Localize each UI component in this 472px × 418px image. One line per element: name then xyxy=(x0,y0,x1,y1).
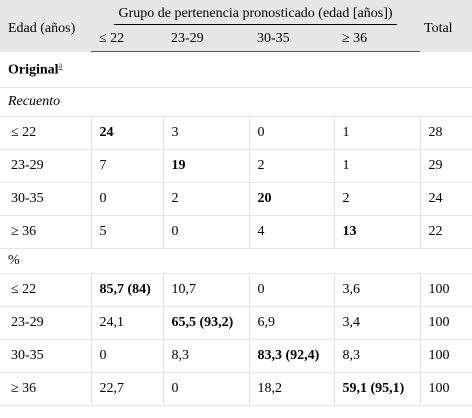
percent-cell: 0 xyxy=(91,339,164,373)
row-age-label: ≤ 22 xyxy=(0,273,92,307)
section-title-cell: Originala xyxy=(0,51,472,88)
percent-cell: 65,5 (93,2) xyxy=(163,306,250,340)
percent-row: ≥ 36 22,7 0 18,2 59,1 (95,1) 100 xyxy=(0,372,472,406)
count-cell: 4 xyxy=(249,215,335,249)
count-cell: 1 xyxy=(334,116,421,150)
count-row: ≤ 22 24 3 0 1 28 xyxy=(0,116,472,150)
count-cell: 0 xyxy=(91,182,164,216)
footnote-link[interactable]: a xyxy=(58,60,63,71)
percent-cell-diagonal: 65,5 (93,2) xyxy=(171,315,234,330)
percent-cell: 0 xyxy=(249,273,335,307)
group-header-23-29: 23-29 xyxy=(163,26,249,52)
group-column-header: Grupo de pertenencia pronosticado (edad … xyxy=(91,0,420,26)
group-header-30-35: 30-35 xyxy=(249,26,334,52)
count-total-cell: 28 xyxy=(420,116,472,150)
percent-cell: 24,1 xyxy=(91,306,164,340)
percent-cell-diagonal: 83,3 (92,4) xyxy=(257,348,320,363)
table-body: Originala Recuento ≤ 22 24 3 0 1 28 23-29 7 19 2 1… xyxy=(0,51,472,406)
classification-table: Edad (años) Grupo de pertenencia pronost… xyxy=(0,0,472,406)
percent-total-cell: 100 xyxy=(420,306,472,340)
count-cell: 2 xyxy=(334,182,421,216)
percent-label-row: % xyxy=(0,248,472,274)
percent-total-cell: 100 xyxy=(420,273,472,307)
age-column-header: Edad (años) xyxy=(0,0,91,52)
count-cell: 2 xyxy=(249,149,335,183)
count-cell-diagonal: 19 xyxy=(171,158,186,173)
percent-label: % xyxy=(0,248,472,274)
count-cell: 13 xyxy=(334,215,421,249)
count-cell: 3 xyxy=(163,116,250,150)
table-header: Edad (años) Grupo de pertenencia pronost… xyxy=(0,0,472,52)
group-header-le22: ≤ 22 xyxy=(91,26,163,52)
percent-cell: 8,3 xyxy=(334,339,421,373)
row-age-label: ≥ 36 xyxy=(0,372,92,406)
count-total-cell: 22 xyxy=(420,215,472,249)
group-header-ge36: ≥ 36 xyxy=(334,26,420,52)
count-label-row: Recuento xyxy=(0,87,472,117)
percent-cell: 0 xyxy=(163,372,250,406)
percent-cell: 59,1 (95,1) xyxy=(334,372,421,406)
count-row: 23-29 7 19 2 1 29 xyxy=(0,149,472,183)
row-age-label: ≥ 36 xyxy=(0,215,92,249)
count-cell-diagonal: 13 xyxy=(342,224,357,239)
count-cell-diagonal: 24 xyxy=(99,125,114,140)
count-cell: 24 xyxy=(91,116,164,150)
count-cell-diagonal: 20 xyxy=(257,191,272,206)
count-cell: 20 xyxy=(249,182,335,216)
percent-cell-diagonal: 85,7 (84) xyxy=(99,282,151,297)
percent-row: ≤ 22 85,7 (84) 10,7 0 3,6 100 xyxy=(0,273,472,307)
percent-cell: 85,7 (84) xyxy=(91,273,164,307)
percent-cell: 83,3 (92,4) xyxy=(249,339,335,373)
count-cell: 5 xyxy=(91,215,164,249)
row-age-label: 23-29 xyxy=(0,149,92,183)
percent-row: 23-29 24,1 65,5 (93,2) 6,9 3,4 100 xyxy=(0,306,472,340)
percent-cell: 10,7 xyxy=(163,273,250,307)
count-cell: 2 xyxy=(163,182,250,216)
count-cell: 7 xyxy=(91,149,164,183)
count-cell: 19 xyxy=(163,149,250,183)
count-cell: 0 xyxy=(249,116,335,150)
count-row: ≥ 36 5 0 4 13 22 xyxy=(0,215,472,249)
row-age-label: 30-35 xyxy=(0,182,92,216)
count-total-cell: 29 xyxy=(420,149,472,183)
count-cell: 0 xyxy=(163,215,250,249)
percent-cell-diagonal: 59,1 (95,1) xyxy=(342,381,405,396)
section-title: Original xyxy=(8,62,59,78)
percent-cell: 3,6 xyxy=(334,273,421,307)
percent-cell: 6,9 xyxy=(249,306,335,340)
percent-cell: 8,3 xyxy=(163,339,250,373)
section-row: Originala xyxy=(0,51,472,88)
percent-row: 30-35 0 8,3 83,3 (92,4) 8,3 100 xyxy=(0,339,472,373)
total-column-header: Total xyxy=(420,0,472,52)
percent-cell: 18,2 xyxy=(249,372,335,406)
percent-total-cell: 100 xyxy=(420,372,472,406)
row-age-label: 23-29 xyxy=(0,306,92,340)
percent-cell: 3,4 xyxy=(334,306,421,340)
count-total-cell: 24 xyxy=(420,182,472,216)
count-label: Recuento xyxy=(0,87,472,117)
percent-total-cell: 100 xyxy=(420,339,472,373)
row-age-label: 30-35 xyxy=(0,339,92,373)
row-age-label: ≤ 22 xyxy=(0,116,92,150)
percent-cell: 22,7 xyxy=(91,372,164,406)
count-row: 30-35 0 2 20 2 24 xyxy=(0,182,472,216)
group-header-label: Grupo de pertenencia pronosticado (edad … xyxy=(114,6,397,25)
count-cell: 1 xyxy=(334,149,421,183)
